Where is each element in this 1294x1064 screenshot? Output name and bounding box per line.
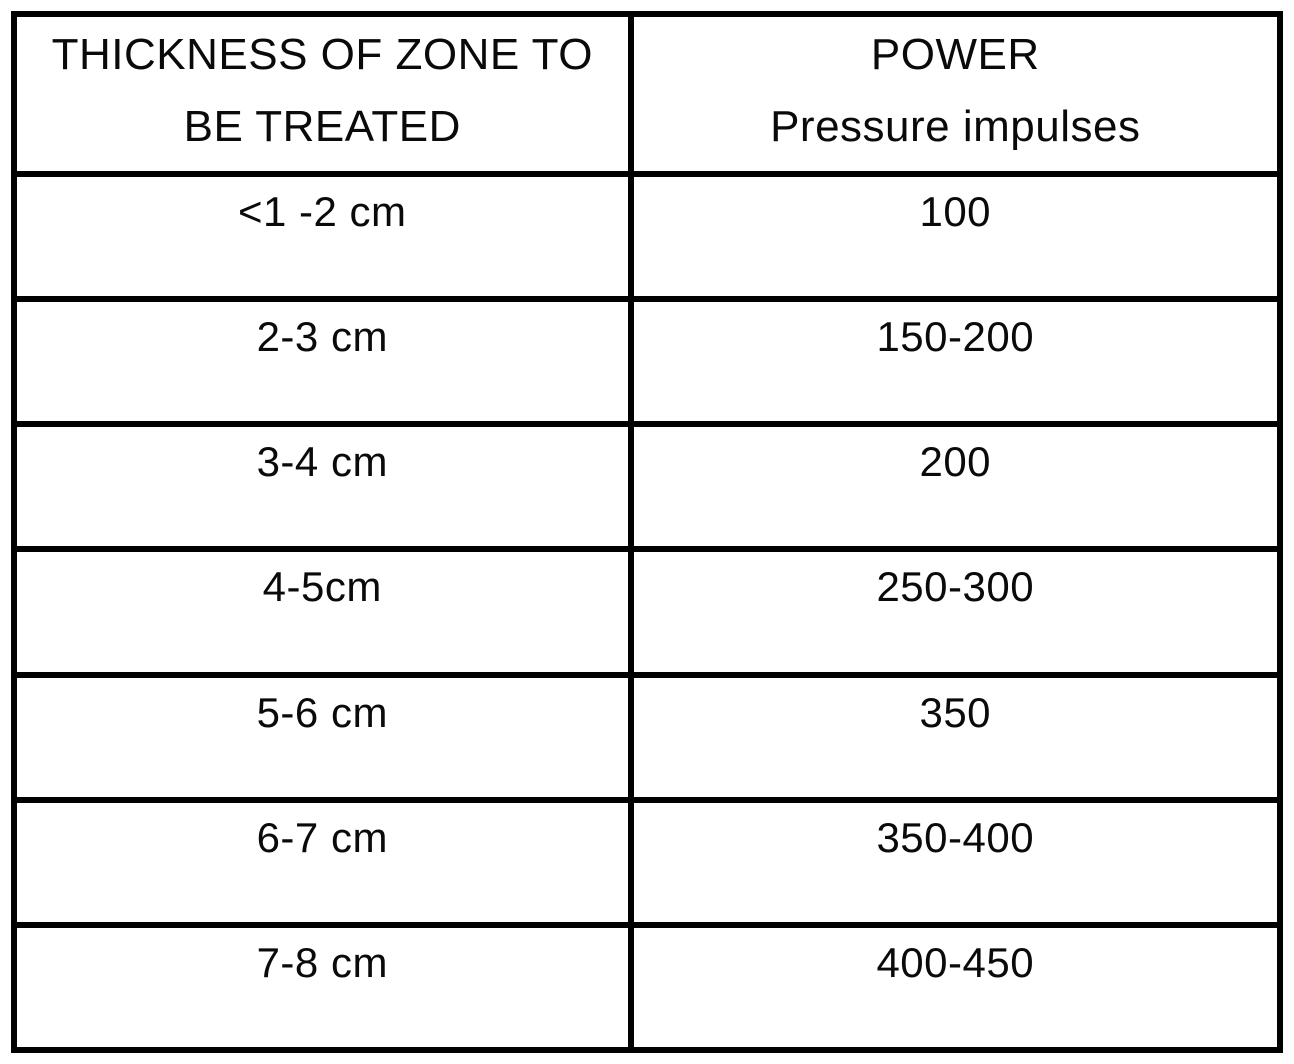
cell-thickness: 5-6 cm xyxy=(11,671,634,803)
header-thickness: THICKNESS OF ZONE TO BE TREATED xyxy=(11,11,634,177)
table-row: 7-8 cm 400-450 xyxy=(11,921,1284,1054)
cell-thickness: <1 -2 cm xyxy=(11,170,634,303)
cell-thickness: 3-4 cm xyxy=(11,421,634,553)
cell-power: 350-400 xyxy=(627,796,1284,928)
cell-power: 400-450 xyxy=(627,921,1284,1054)
cell-power: 150-200 xyxy=(627,296,1284,428)
table-row: <1 -2 cm 100 xyxy=(11,170,1284,303)
cell-thickness: 7-8 cm xyxy=(11,921,634,1054)
treatment-power-table: THICKNESS OF ZONE TO BE TREATED POWER Pr… xyxy=(11,11,1284,1054)
cell-power: 350 xyxy=(627,671,1284,803)
cell-thickness: 2-3 cm xyxy=(11,296,634,428)
header-thickness-line1: THICKNESS OF ZONE TO xyxy=(51,30,593,79)
table-row: 5-6 cm 350 xyxy=(11,671,1284,803)
header-thickness-line2: BE TREATED xyxy=(183,102,461,151)
cell-thickness: 4-5cm xyxy=(11,546,634,678)
table-row: 2-3 cm 150-200 xyxy=(11,296,1284,428)
header-power-line1: POWER xyxy=(870,30,1040,79)
table-header-row: THICKNESS OF ZONE TO BE TREATED POWER Pr… xyxy=(11,11,1284,177)
table-row: 6-7 cm 350-400 xyxy=(11,796,1284,928)
cell-power: 100 xyxy=(627,170,1284,303)
cell-thickness: 6-7 cm xyxy=(11,796,634,928)
table-row: 4-5cm 250-300 xyxy=(11,546,1284,678)
cell-power: 250-300 xyxy=(627,546,1284,678)
cell-power: 200 xyxy=(627,421,1284,553)
header-power: POWER Pressure impulses xyxy=(627,11,1284,177)
table-row: 3-4 cm 200 xyxy=(11,421,1284,553)
header-power-line2: Pressure impulses xyxy=(770,102,1141,151)
